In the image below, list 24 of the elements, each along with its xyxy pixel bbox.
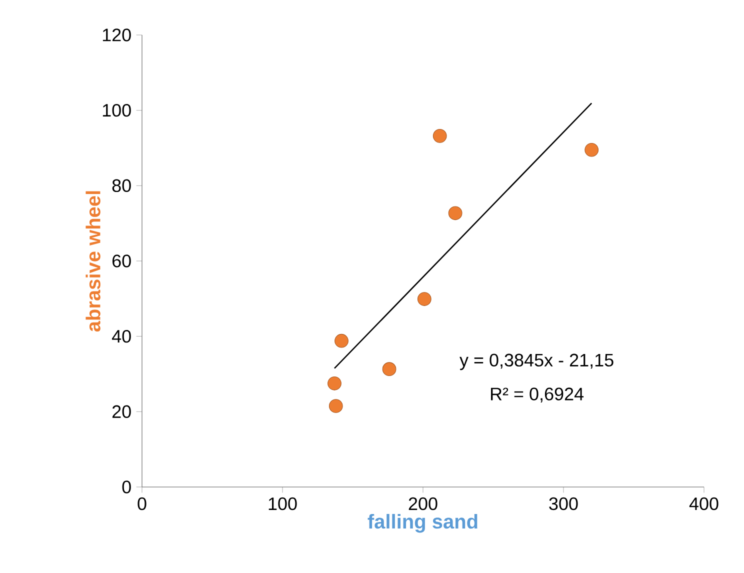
annotation: y = 0,3845x - 21,15 — [460, 354, 614, 370]
annotation: R² = 0,6924 — [491, 388, 584, 403]
x-tick-label: 0 — [138, 497, 146, 510]
point — [382, 362, 396, 376]
y-axis-title: abrasive wheel — [86, 191, 100, 332]
x-tick-label: 200 — [408, 497, 438, 510]
point — [328, 376, 342, 390]
point — [584, 142, 599, 157]
y-tick-label: 40 — [112, 330, 131, 343]
point — [448, 206, 462, 220]
point — [417, 292, 432, 306]
x-axis-title: falling sand — [368, 514, 478, 533]
x-tick-label: 100 — [268, 497, 297, 510]
y-tick-label: 60 — [112, 254, 131, 268]
y-tick-label: 20 — [112, 405, 131, 418]
y-tick-label: 0 — [122, 480, 131, 494]
point — [328, 399, 343, 413]
y-tick-label: 120 — [102, 28, 131, 42]
point — [334, 334, 348, 348]
y-tick-label: 100 — [102, 104, 131, 117]
x-tick-label: 400 — [689, 497, 718, 510]
point — [432, 128, 447, 143]
x-tick-label: 300 — [549, 497, 578, 510]
y-tick-label: 80 — [112, 179, 131, 192]
